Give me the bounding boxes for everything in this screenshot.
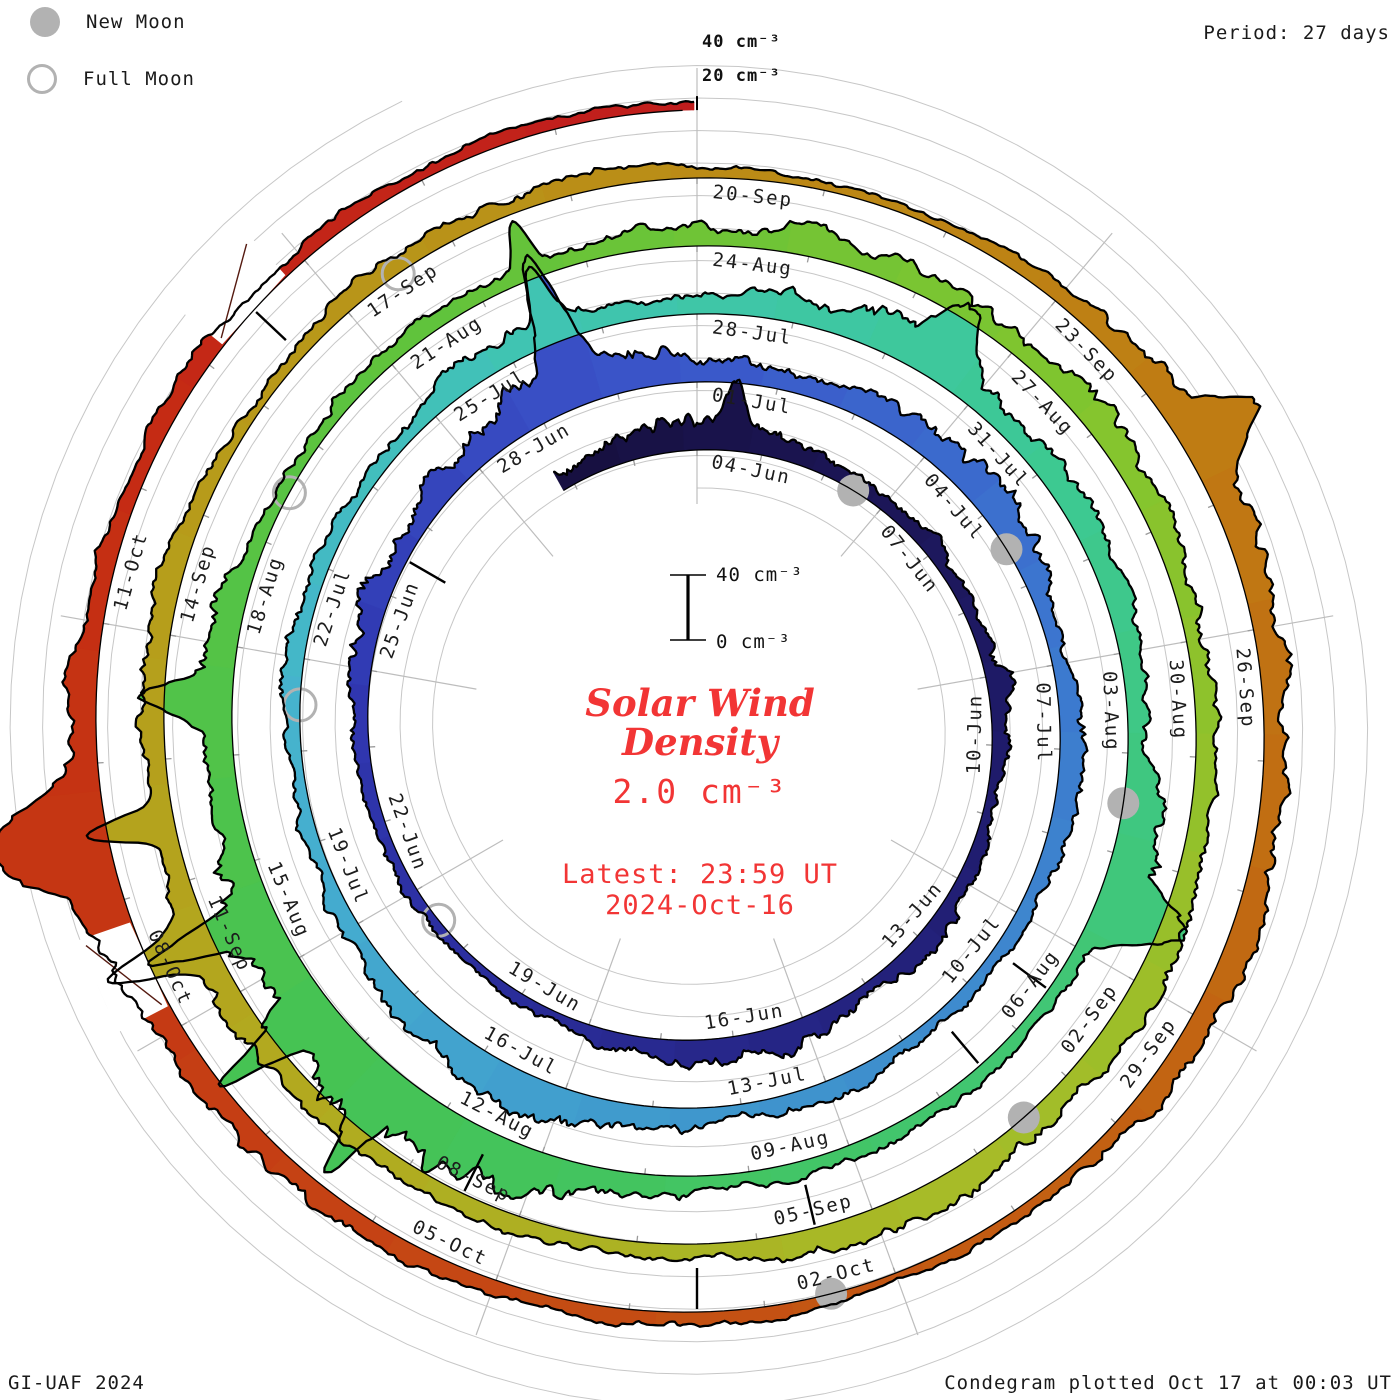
full-moon-marker (271, 475, 307, 511)
density-fill-segment (865, 1084, 964, 1154)
density-fill-segment (354, 416, 424, 503)
spiral-date-label: 03-Aug (1098, 671, 1123, 752)
density-fill-segment (515, 1287, 657, 1327)
inward-tick (1012, 962, 1047, 989)
density-fill-segment (954, 1013, 1038, 1096)
period-label: Period: 27 days (1203, 22, 1390, 44)
density-fill-segment (1129, 357, 1261, 485)
density-fill-segment (786, 221, 908, 285)
radial-gridline (60, 615, 477, 690)
density-fill-segment (135, 654, 169, 786)
inward-tick (255, 311, 287, 341)
density-fill-segment (1201, 464, 1275, 607)
inward-tick (463, 1153, 484, 1192)
spiral-date-label: 28-Jul (711, 316, 794, 349)
inward-tick (950, 1030, 980, 1064)
outer-gridline-label-40: 40 cm⁻³ (702, 32, 781, 52)
new-moon-icon (30, 7, 60, 37)
data-gap-marker (77, 922, 168, 1033)
density-fill-segment (673, 220, 795, 253)
density-fill-segment (391, 124, 531, 195)
credit-label: GI-UAF 2024 (8, 1372, 145, 1394)
density-fill-segment (1024, 443, 1105, 544)
chart-title-line2: Density (621, 719, 778, 764)
spiral-date-label: 20-Sep (712, 181, 794, 211)
current-density-value: 2.0 cm⁻³ (612, 771, 788, 811)
density-fill-segment (595, 1028, 676, 1066)
density-fill-segment (1182, 733, 1219, 857)
radial-gridline (475, 938, 621, 1336)
center-annotation: Solar Wind Density 2.0 cm⁻³ Latest: 23:5… (440, 684, 960, 921)
radial-gridline (281, 232, 554, 557)
inward-tick (804, 1184, 816, 1225)
spiral-date-label: 26-Sep (1231, 647, 1259, 729)
density-fill-segment (296, 367, 378, 465)
baseline-spiral (95, 109, 1265, 1313)
latest-time-label: Latest: 23:59 UT (561, 858, 839, 890)
density-fill-segment (116, 373, 196, 515)
density-fill-segment (922, 214, 1049, 287)
inward-tick (409, 561, 446, 584)
latest-date-label: 2024-Oct-16 (605, 889, 795, 921)
density-fill-segment (657, 1235, 785, 1263)
scale-bar (670, 574, 706, 641)
spiral-date-label: 24-Aug (711, 249, 794, 280)
scalebar-label-40: 40 cm⁻³ (716, 564, 804, 586)
density-fill-segment (667, 1100, 761, 1135)
density-fill-segment (40, 644, 101, 798)
data-gap-diagonal (85, 945, 163, 1006)
density-fill-segment (1076, 399, 1167, 514)
density-fill-segment (1018, 560, 1065, 651)
radial-gridline (137, 839, 504, 1052)
spiral-date-label: 30-Aug (1165, 659, 1192, 741)
full-moon-label: Full Moon (83, 68, 195, 90)
density-fill-segment (891, 1139, 1010, 1229)
data-gap-marker (178, 233, 286, 345)
legend-new-moon: New Moon (30, 7, 186, 37)
density-fill-segment (407, 462, 470, 541)
density-fill-segment (243, 455, 308, 563)
spiral-date-label: 10-Jun (963, 694, 987, 775)
density-trace (0, 100, 1294, 1328)
chart-title-line1: Solar Wind (585, 681, 815, 725)
scalebar-label-0: 0 cm⁻³ (716, 631, 791, 653)
density-fill-segment (985, 731, 1012, 805)
plotted-timestamp-label: Condegram plotted Oct 17 at 00:03 UT (944, 1372, 1392, 1394)
full-moon-icon (27, 64, 57, 94)
spiral-date-label: 07-Jul (1032, 682, 1055, 763)
legend-full-moon: Full Moon (27, 64, 195, 94)
new-moon-label: New Moon (86, 11, 186, 33)
outer-gridline-label-20: 20 cm⁻³ (702, 66, 781, 86)
